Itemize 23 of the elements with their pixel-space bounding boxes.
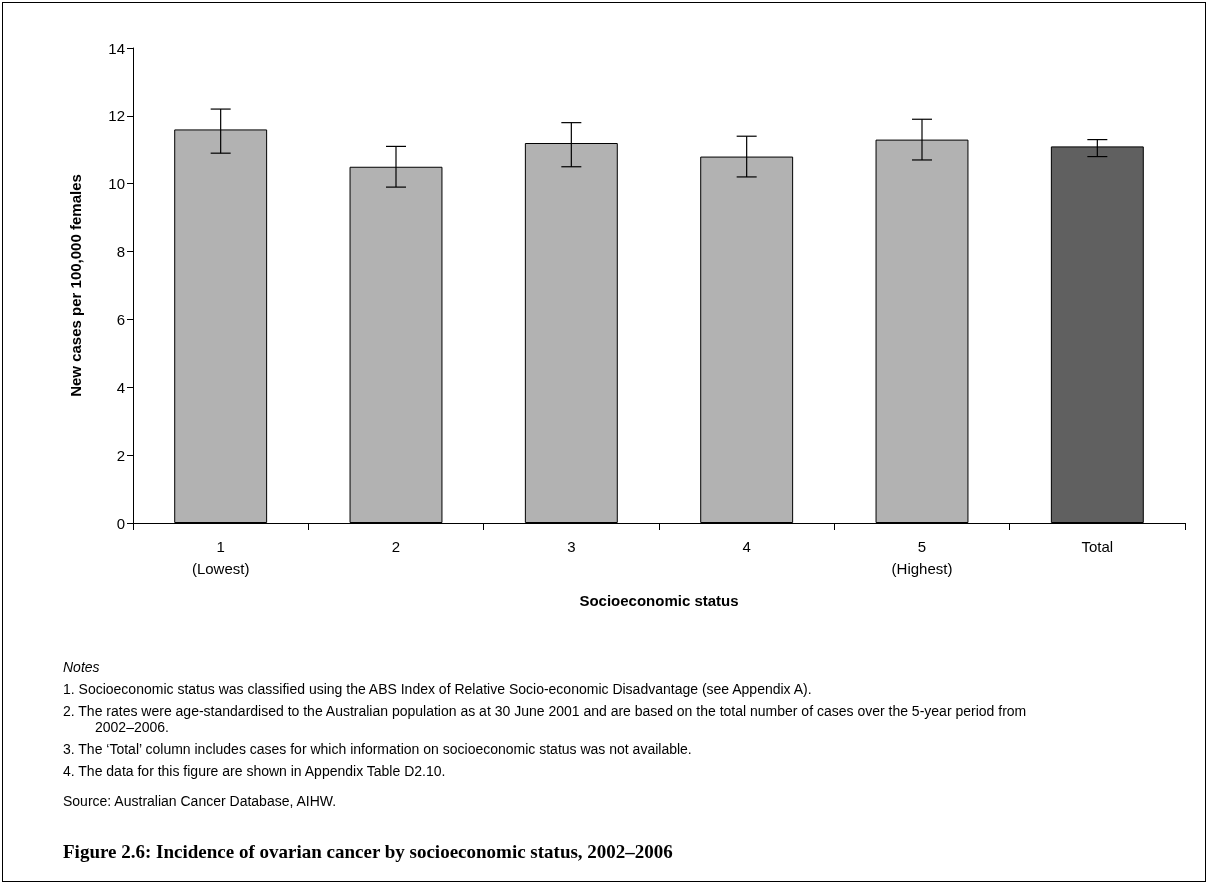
- text: 1. Socioeconomic status was classified using the ABS Index of Relative Socio-economic Disadvantage (see Appendix A).: [63, 681, 813, 697]
- y-tick-label: 6: [116, 310, 125, 328]
- x-tick-label: 2: [391, 537, 401, 555]
- y-tick-label: 2: [116, 446, 125, 464]
- y-tick-label: 4: [116, 378, 125, 396]
- x-tick-label: 1 (Lowest): [191, 537, 250, 577]
- y-tick-label: 14: [108, 39, 125, 57]
- x-axis-title: Socioeconomic status: [579, 592, 739, 609]
- y-axis-title: New cases per 100,000 females: [67, 174, 84, 397]
- source-note: Source: Australian Cancer Database, AIHW.: [63, 793, 338, 809]
- y-tick-label: 12: [108, 107, 125, 125]
- text: 3. The ‘Total’ column includes cases for which information on socioeconomic status was not available.: [63, 741, 693, 757]
- x-tick-label: 4: [742, 537, 751, 555]
- y-tick-label: 8: [116, 243, 125, 261]
- text: Figure 2.6: Incidence of ovarian cancer by socioeconomic status, 2002–2006: [63, 841, 673, 863]
- text: 4. The data for this figure are shown in Appendix Table D2.10.: [63, 763, 447, 779]
- x-tick-label: 3: [567, 537, 576, 555]
- text: Notes: [63, 659, 101, 675]
- x-tick-label: Total: [1081, 537, 1114, 555]
- y-tick-label: 0: [116, 514, 125, 532]
- text: 2. The rates were age-standardised to the Australian population as at 30 June 2001 and are based on the total number of cases over the 5-year period from 2002–2006.: [63, 703, 1028, 735]
- y-tick-label: 10: [108, 175, 125, 193]
- x-tick-label: 5 (Highest): [891, 537, 953, 577]
